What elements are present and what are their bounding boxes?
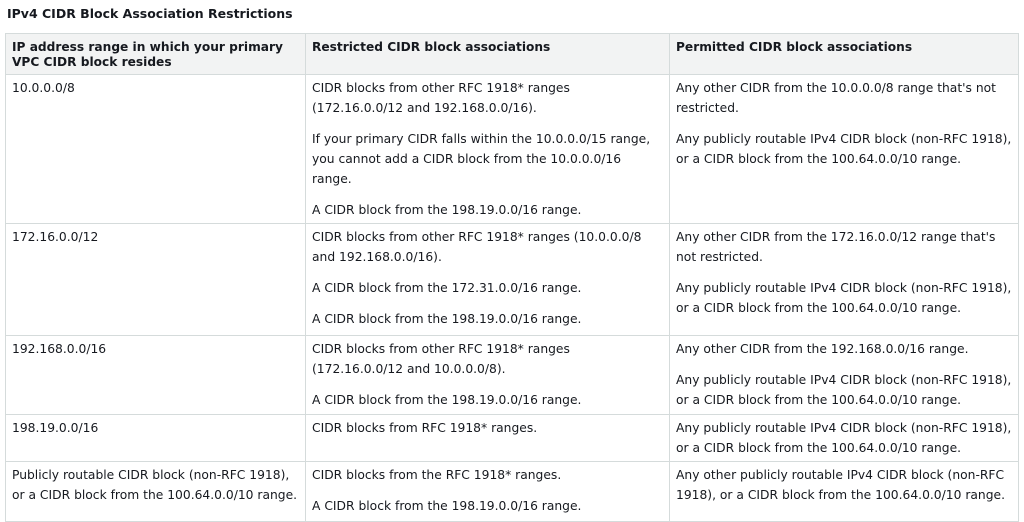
cell-text: Publicly routable CIDR block (non-RFC 19… [12,468,298,502]
cell-text: CIDR blocks from other RFC 1918* ranges … [312,342,570,376]
cell-text: Any publicly routable IPv4 CIDR block (n… [676,421,1012,455]
permitted-cell: Any other CIDR from the 172.16.0.0/12 ra… [669,223,1019,336]
column-header-restricted: Restricted CIDR block associations [305,33,670,75]
restricted-cell: CIDR blocks from other RFC 1918* ranges … [305,335,670,415]
cell-text: CIDR blocks from the RFC 1918* ranges. [312,468,562,482]
permitted-cell: Any publicly routable IPv4 CIDR block (n… [669,414,1019,462]
cell-text: 192.168.0.0/16 [12,342,107,356]
table-caption: IPv4 CIDR Block Association Restrictions [7,6,293,21]
cell-text: 172.16.0.0/12 [12,230,99,244]
cell-text: Any publicly routable IPv4 CIDR block (n… [676,281,1012,315]
cell-text: Any other CIDR from the 10.0.0.0/8 range… [676,81,997,115]
table-row: 10.0.0.0/8 CIDR blocks from other RFC 19… [5,74,1019,224]
cell-text: A CIDR block from the 172.31.0.0/16 rang… [312,281,582,295]
table-header-row: IP address range in which your primary V… [5,33,1019,75]
range-cell: 10.0.0.0/8 [5,74,306,224]
table-row: 172.16.0.0/12 CIDR blocks from other RFC… [5,223,1019,336]
cell-text: CIDR blocks from other RFC 1918* ranges … [312,81,570,115]
column-header-permitted: Permitted CIDR block associations [669,33,1019,75]
cell-text: A CIDR block from the 198.19.0.0/16 rang… [312,393,582,407]
permitted-cell: Any other CIDR from the 192.168.0.0/16 r… [669,335,1019,415]
restricted-cell: CIDR blocks from other RFC 1918* ranges … [305,223,670,336]
range-cell: 192.168.0.0/16 [5,335,306,415]
cell-text: Any other CIDR from the 172.16.0.0/12 ra… [676,230,996,264]
permitted-cell: Any other CIDR from the 10.0.0.0/8 range… [669,74,1019,224]
restricted-cell: CIDR blocks from the RFC 1918* ranges. A… [305,461,670,522]
cell-text: A CIDR block from the 198.19.0.0/16 rang… [312,203,582,217]
cell-text: 198.19.0.0/16 [12,421,99,435]
range-cell: 172.16.0.0/12 [5,223,306,336]
cell-text: Any publicly routable IPv4 CIDR block (n… [676,373,1012,407]
column-header-primary-range: IP address range in which your primary V… [5,33,306,75]
restricted-cell: CIDR blocks from RFC 1918* ranges. [305,414,670,462]
cell-text: CIDR blocks from RFC 1918* ranges. [312,421,538,435]
cell-text: Any other publicly routable IPv4 CIDR bl… [676,468,1005,502]
table-row: Publicly routable CIDR block (non-RFC 19… [5,461,1019,522]
table-row: 192.168.0.0/16 CIDR blocks from other RF… [5,335,1019,415]
cell-text: If your primary CIDR falls within the 10… [312,132,651,186]
cell-text: 10.0.0.0/8 [12,81,75,95]
range-cell: 198.19.0.0/16 [5,414,306,462]
permitted-cell: Any other publicly routable IPv4 CIDR bl… [669,461,1019,522]
table-row: 198.19.0.0/16 CIDR blocks from RFC 1918*… [5,414,1019,462]
restricted-cell: CIDR blocks from other RFC 1918* ranges … [305,74,670,224]
cell-text: Any other CIDR from the 192.168.0.0/16 r… [676,342,969,356]
cidr-restrictions-table: IP address range in which your primary V… [5,33,1019,522]
cell-text: Any publicly routable IPv4 CIDR block (n… [676,132,1012,166]
cell-text: CIDR blocks from other RFC 1918* ranges … [312,230,642,264]
range-cell: Publicly routable CIDR block (non-RFC 19… [5,461,306,522]
cell-text: A CIDR block from the 198.19.0.0/16 rang… [312,312,582,326]
cell-text: A CIDR block from the 198.19.0.0/16 rang… [312,499,582,513]
